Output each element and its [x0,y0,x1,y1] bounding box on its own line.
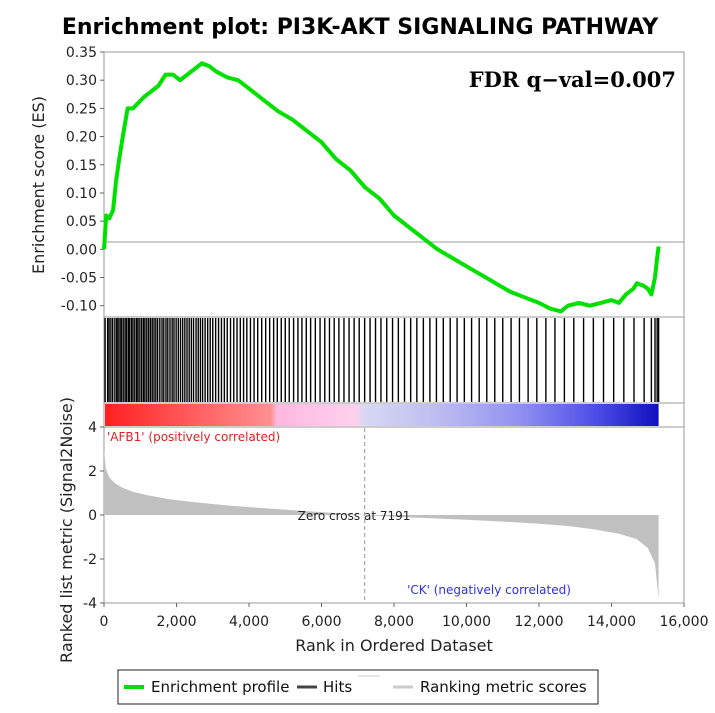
x-axis-ticks: 0 2,000 4,000 6,000 8,000 10,000 12,000 14,000 1… [100,603,709,630]
ranking-color-gradient [105,404,659,426]
x-axis-label: Rank in Ordered Dataset [295,636,493,655]
es-y-tick-label: 0.05 [66,214,97,230]
metric-y-tick-label: -2 [83,552,97,568]
metric-y-tick-label: 2 [88,464,97,480]
es-y-tick-label: -0.10 [61,299,97,315]
positive-label: 'AFB1' (positively correlated) [107,430,280,444]
es-y-tick-label: 0.35 [66,45,97,61]
chart-title: Enrichment plot: PI3K-AKT SIGNALING PATH… [62,15,659,40]
x-tick-label: 2,000 [156,614,196,630]
x-tick-label: 6,000 [301,614,341,630]
es-y-ticks: 0.35 0.30 0.25 0.20 0.15 0.10 0.05 0.00 -0.05 -0.… [61,45,104,315]
es-y-tick-label: 0.15 [66,158,97,174]
es-y-tick-label: 0.25 [66,101,97,117]
zero-cross-label: Zero cross at 7191 [298,509,411,523]
negative-label: 'CK' (negatively correlated) [407,583,571,597]
es-y-tick-label: -0.05 [61,271,97,287]
x-tick-label: 4,000 [229,614,269,630]
legend-enrichment-label: Enrichment profile [151,678,289,696]
legend-ranking-label: Ranking metric scores [420,678,587,696]
hits-group [104,318,660,402]
es-y-tick-label: 0.30 [66,73,97,89]
metric-y-ticks: 4 2 0 -2 -4 [83,420,104,612]
metric-y-tick-label: 4 [88,420,97,436]
x-tick-label: 8,000 [374,614,414,630]
es-panel [103,51,685,318]
x-tick-label: 10,000 [442,614,491,630]
x-tick-label: 0 [100,614,109,630]
x-tick-label: 14,000 [587,614,636,630]
ranking-metric-area [104,449,659,599]
es-y-tick-label: 0.10 [66,186,97,202]
metric-y-label: Ranked list metric (Signal2Noise) [57,397,76,663]
metric-y-tick-label: -4 [83,596,97,612]
es-y-tick-label: 0.00 [66,242,97,258]
es-y-tick-label: 0.20 [66,130,97,146]
fdr-annotation: FDR q−val=0.007 [469,67,676,92]
metric-y-tick-label: 0 [88,508,97,524]
x-tick-label: 16,000 [660,614,709,630]
es-y-label: Enrichment score (ES) [29,96,48,274]
legend-hits-label: Hits [323,678,352,696]
x-tick-label: 12,000 [515,614,564,630]
enrichment-profile-line [102,61,661,314]
